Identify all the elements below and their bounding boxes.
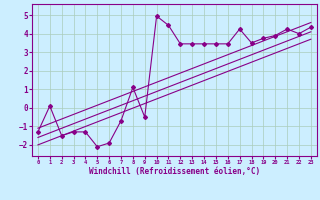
X-axis label: Windchill (Refroidissement éolien,°C): Windchill (Refroidissement éolien,°C) bbox=[89, 167, 260, 176]
